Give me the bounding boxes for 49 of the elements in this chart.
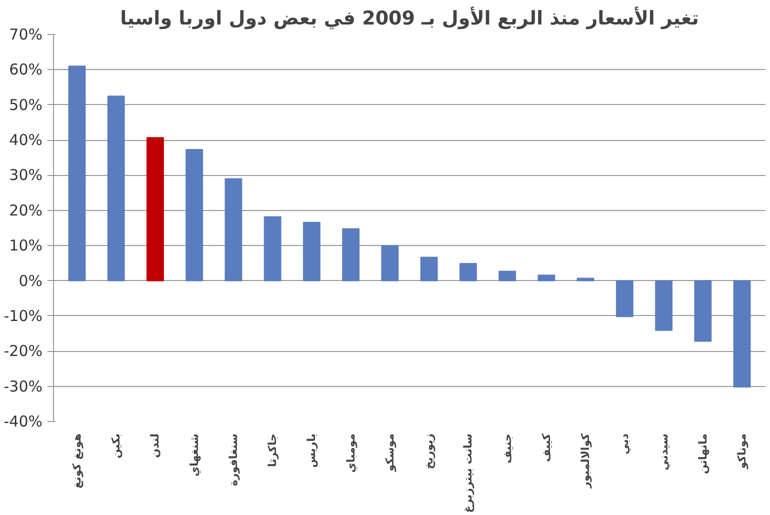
bar: [576, 278, 594, 282]
x-tick-label: سيدني: [657, 434, 670, 470]
y-tick-label: 70%: [9, 26, 43, 44]
bar: [68, 66, 86, 282]
x-tick-label: شنغهاي: [188, 433, 201, 476]
y-tick-label: 10%: [9, 236, 43, 255]
bar: [420, 256, 438, 282]
x-tick-label: كوالالمبور: [579, 432, 592, 489]
y-tick-label: -40%: [4, 412, 43, 430]
y-tick-label: 0%: [18, 272, 42, 290]
y-tick-label: 30%: [9, 166, 43, 184]
x-tick-label: سنغافورة: [226, 433, 240, 486]
x-tick-label: مانهاتن: [696, 433, 710, 474]
bar: [224, 178, 242, 282]
bar: [538, 274, 556, 282]
y-tick-label: 20%: [9, 201, 43, 220]
bar: [616, 280, 634, 318]
bar: [264, 216, 282, 282]
y-tick-label: 50%: [9, 96, 43, 114]
bar: [459, 263, 477, 282]
bar: [302, 222, 320, 282]
bar: [186, 149, 204, 282]
bar: [498, 270, 516, 282]
bar: [342, 228, 360, 282]
x-tick-label: موناكو: [736, 433, 749, 470]
y-tick-label: -20%: [4, 342, 43, 360]
x-tick-label: موسكو: [383, 433, 396, 472]
bar: [107, 96, 125, 282]
bar: [146, 137, 164, 282]
bar: [694, 280, 712, 342]
y-tick-label: -30%: [4, 377, 43, 396]
x-tick-label: جنيف: [500, 433, 514, 464]
x-tick-label: مومباي: [344, 433, 358, 473]
x-tick-label: هونغ كونغ: [70, 434, 84, 488]
chart-title: تغير الأسعار منذ الربع الأول بـ 2009 في بعض دول اوربا واسيا: [120, 6, 699, 30]
x-tick-label: جاكرتا: [266, 433, 280, 468]
bar: [733, 280, 751, 388]
y-tick-label: -10%: [4, 306, 43, 325]
x-tick-label: باريس: [305, 433, 318, 468]
x-tick-label: بكين: [110, 433, 123, 458]
bar: [381, 245, 399, 282]
x-tick-label: كييف: [540, 432, 553, 462]
bar: [655, 280, 672, 331]
x-tick-label: لندن: [148, 433, 162, 458]
x-tick-label: زيوريخ: [422, 434, 436, 470]
y-tick-label: 40%: [9, 131, 43, 150]
x-tick-label: سانت بيترزبرغ: [462, 434, 475, 513]
y-tick-label: 60%: [9, 60, 43, 79]
x-tick-label: دبي: [618, 433, 632, 454]
